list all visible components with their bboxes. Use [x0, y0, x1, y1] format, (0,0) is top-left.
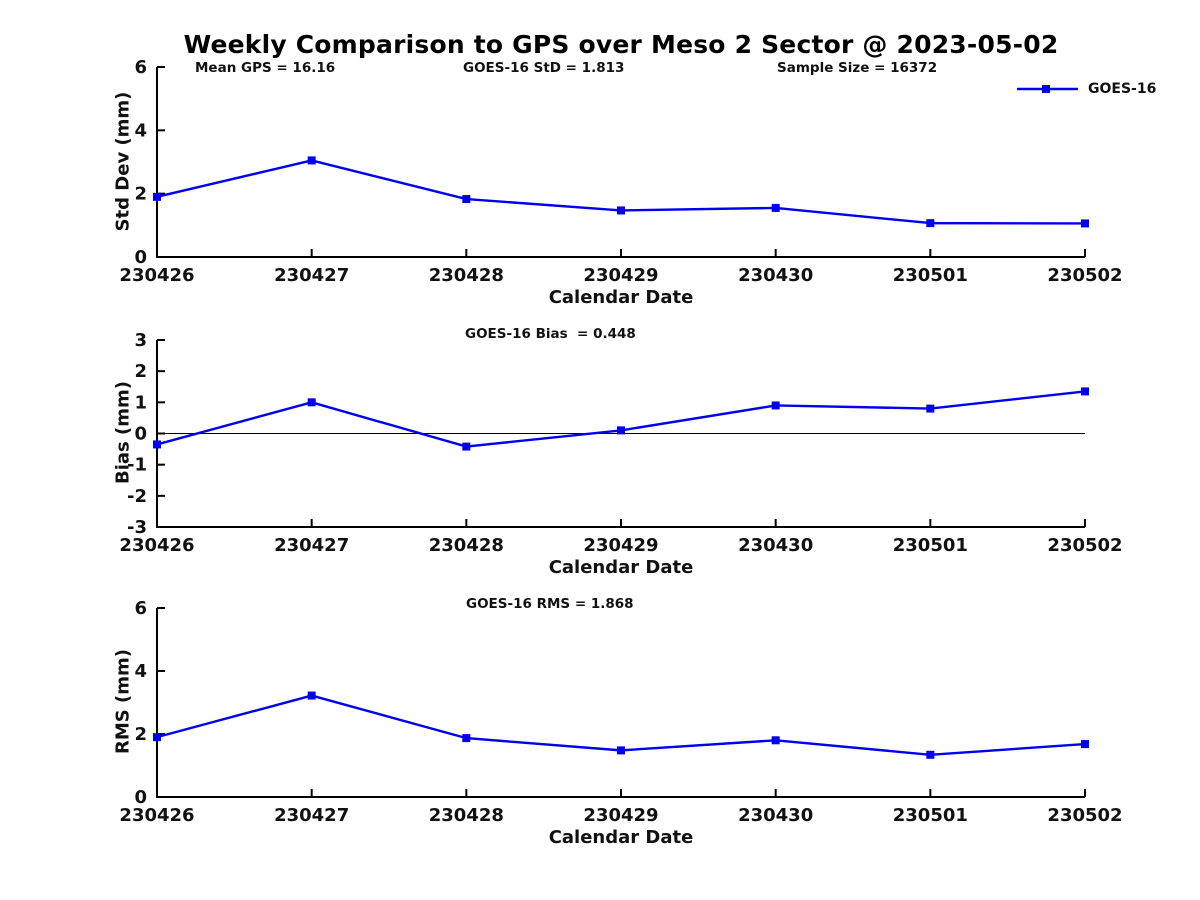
- y-tick-label: 0: [134, 424, 147, 445]
- y-tick-label: 1: [134, 392, 147, 413]
- data-marker: [1081, 387, 1089, 396]
- data-marker: [926, 219, 935, 228]
- x-tick-label: 230429: [583, 265, 658, 286]
- data-marker: [926, 750, 935, 759]
- x-tick-label: 230428: [429, 805, 504, 826]
- x-tick-label: 230502: [1047, 805, 1122, 826]
- data-marker: [462, 195, 471, 204]
- y-tick-label: 2: [134, 361, 147, 382]
- yaxis-label-stddev: Std Dev (mm): [112, 91, 134, 232]
- data-marker: [617, 426, 625, 435]
- data-marker: [771, 401, 780, 410]
- x-tick-label: 230427: [274, 805, 349, 826]
- legend: GOES-16: [1016, 81, 1156, 97]
- x-tick-label: 230429: [583, 535, 658, 556]
- data-marker: [462, 442, 471, 451]
- y-tick-label: 2: [134, 724, 147, 745]
- data-marker: [462, 734, 471, 743]
- x-tick-label: 230430: [738, 535, 813, 556]
- x-tick-label: 230501: [893, 805, 968, 826]
- data-line: [156, 694, 1086, 756]
- data-marker: [771, 203, 780, 212]
- y-tick-label: -2: [127, 486, 147, 507]
- data-marker: [1081, 219, 1089, 228]
- y-tick-label: 0: [134, 247, 147, 268]
- y-tick-label: 4: [134, 120, 147, 141]
- chart-title: Weekly Comparison to GPS over Meso 2 Sec…: [183, 30, 1059, 59]
- y-tick-label: 4: [134, 661, 147, 682]
- data-marker: [771, 736, 780, 745]
- y-tick-label: 6: [134, 598, 147, 619]
- x-tick-label: 230427: [274, 265, 349, 286]
- data-line: [156, 390, 1086, 448]
- xaxis-label-stddev: Calendar Date: [548, 287, 694, 308]
- y-tick-label: 0: [134, 787, 147, 808]
- x-tick-label: 230501: [893, 265, 968, 286]
- data-marker: [153, 733, 161, 742]
- data-marker: [153, 192, 161, 201]
- annotation-goes-std: GOES-16 StD = 1.813: [463, 60, 625, 76]
- y-tick-label: -1: [127, 455, 147, 476]
- x-tick-label: 230430: [738, 805, 813, 826]
- y-tick-label: 2: [134, 184, 147, 205]
- x-tick-label: 230430: [738, 265, 813, 286]
- y-tick-label: -3: [127, 517, 147, 538]
- x-tick-label: 230426: [119, 805, 194, 826]
- x-tick-label: 230502: [1047, 535, 1122, 556]
- x-tick-label: 230426: [119, 535, 194, 556]
- xaxis-label-rms: Calendar Date: [548, 827, 694, 848]
- x-tick-label: 230502: [1047, 265, 1122, 286]
- xaxis-label-bias: Calendar Date: [548, 557, 694, 578]
- data-marker: [153, 440, 161, 449]
- x-tick-label: 230428: [429, 265, 504, 286]
- data-marker: [307, 398, 316, 407]
- annotation-goes-bias: GOES-16 Bias = 0.448: [465, 326, 636, 342]
- data-marker: [617, 746, 625, 755]
- legend-line-icon: [1017, 85, 1078, 93]
- data-marker: [617, 206, 625, 215]
- yaxis-label-bias: Bias (mm): [112, 381, 134, 484]
- yaxis-label-rms: RMS (mm): [112, 649, 134, 754]
- y-tick-label: 3: [134, 330, 147, 351]
- annotation-sample-size: Sample Size = 16372: [777, 60, 938, 76]
- x-tick-label: 230429: [583, 805, 658, 826]
- data-marker: [307, 691, 316, 700]
- data-marker: [926, 404, 935, 413]
- data-marker: [1081, 740, 1089, 749]
- y-tick-label: 6: [134, 57, 147, 78]
- data-marker: [307, 156, 316, 165]
- legend-label: GOES-16: [1088, 81, 1157, 97]
- x-tick-label: 230427: [274, 535, 349, 556]
- annotation-goes-rms: GOES-16 RMS = 1.868: [466, 596, 634, 612]
- x-tick-label: 230501: [893, 535, 968, 556]
- annotation-mean-gps: Mean GPS = 16.16: [195, 60, 336, 76]
- x-tick-label: 230428: [429, 535, 504, 556]
- x-tick-label: 230426: [119, 265, 194, 286]
